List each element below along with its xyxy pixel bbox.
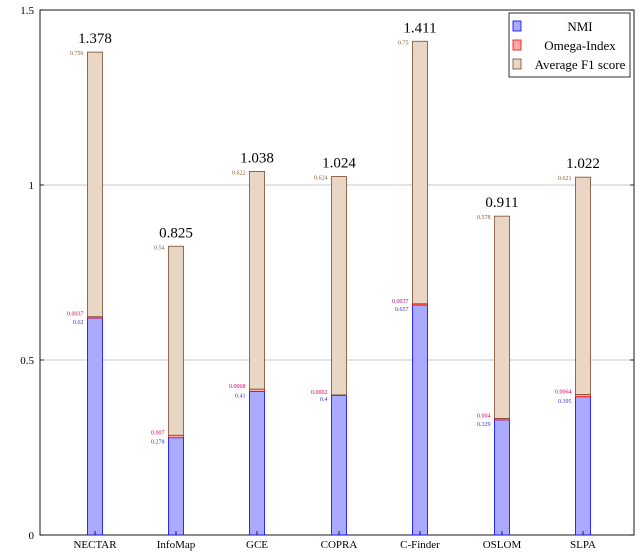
bar-total-label: 0.825 [159, 225, 193, 241]
bar-nmi [412, 304, 428, 536]
x-category-label: NECTAR [73, 539, 117, 551]
value-label-omega-index: 0.0037 [392, 299, 409, 305]
bar-nmi [575, 396, 591, 536]
bar-nmi [249, 391, 265, 536]
bar-total-label: 1.411 [403, 20, 436, 36]
y-tick-label: 1.5 [20, 5, 34, 17]
value-label-nmi: 0.41 [235, 394, 246, 400]
value-label-average-f1: 0.54 [154, 245, 165, 251]
legend-label: NMI [567, 19, 592, 34]
x-category-label: SLPA [570, 539, 596, 551]
value-label-average-f1: 0.624 [314, 176, 328, 182]
x-category-label: InfoMap [157, 539, 196, 551]
legend-swatch-nmi [512, 20, 522, 32]
value-label-average-f1: 0.621 [558, 176, 572, 182]
bar-average-f1 [575, 176, 591, 395]
value-label-average-f1: 0.756 [70, 51, 84, 57]
bar-average-f1 [168, 245, 184, 436]
bar-total-label: 0.911 [485, 195, 518, 211]
y-tick-label: 0 [29, 530, 35, 542]
bar-nmi [331, 394, 347, 536]
y-tick-label: 0.5 [20, 355, 34, 367]
y-tick-label: 1 [29, 180, 35, 192]
legend-label: Average F1 score [535, 57, 626, 72]
legend-swatch-omega-index [512, 39, 522, 51]
legend-box [508, 12, 631, 78]
x-category-label: GCE [246, 539, 268, 551]
value-label-nmi: 0.62 [73, 320, 84, 326]
value-label-average-f1: 0.578 [477, 215, 491, 221]
value-label-omega-index: 0.007 [151, 430, 165, 436]
value-label-omega-index: 0.0002 [311, 390, 328, 396]
bar-total-label: 1.024 [322, 156, 356, 172]
bar-nmi [168, 437, 184, 536]
value-label-omega-index: 0.0068 [229, 384, 246, 390]
x-category-label: COPRA [321, 539, 358, 551]
x-category-label: C-Finder [400, 539, 440, 551]
legend-swatch-average-f1 [512, 58, 522, 70]
bar-nmi [494, 419, 510, 536]
value-label-nmi: 0.278 [151, 440, 165, 446]
bar-average-f1 [412, 40, 428, 305]
bar-total-label: 1.038 [240, 150, 274, 166]
bar-nmi [87, 317, 103, 536]
bar-total-label: 1.022 [566, 156, 600, 172]
value-label-nmi: 0.395 [558, 399, 572, 405]
legend-label: Omega-Index [544, 38, 616, 53]
value-label-average-f1: 0.75 [398, 40, 409, 46]
bar-average-f1 [494, 215, 510, 419]
value-label-nmi: 0.329 [477, 422, 491, 428]
value-label-average-f1: 0.622 [232, 170, 246, 176]
value-label-nmi: 0.657 [395, 307, 409, 313]
bar-total-label: 1.378 [78, 31, 112, 47]
value-label-nmi: 0.4 [320, 397, 328, 403]
bar-average-f1 [331, 176, 347, 396]
value-label-omega-index: 0.0064 [555, 390, 572, 396]
value-label-omega-index: 0.0037 [67, 312, 84, 318]
bar-average-f1 [87, 51, 103, 318]
bar-average-f1 [249, 171, 265, 390]
value-label-omega-index: 0.004 [477, 413, 491, 419]
x-category-label: OSLOM [483, 539, 522, 551]
